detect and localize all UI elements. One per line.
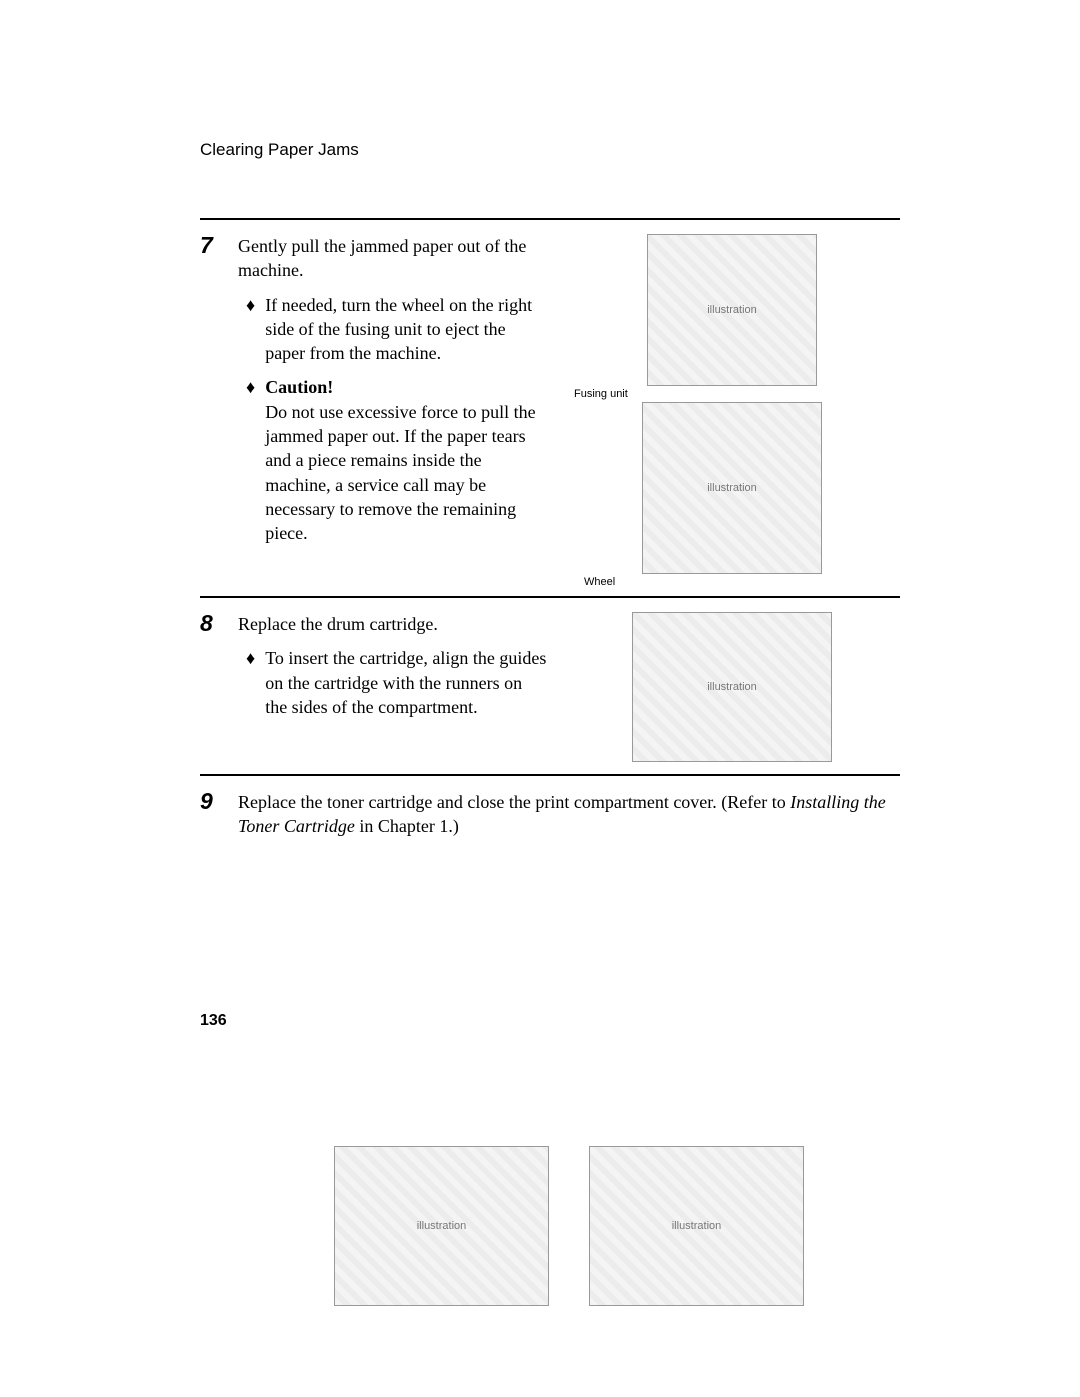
bullet-item: ♦ Caution! Do not use excessive force to… <box>238 375 548 545</box>
step-content: Replace the toner cartridge and close th… <box>238 790 900 1306</box>
step-illustrations: illustration <box>564 612 900 766</box>
step-intro: Replace the drum cartridge. <box>238 612 548 636</box>
caution-body: Do not use excessive force to pull the j… <box>265 402 535 543</box>
section-header: Clearing Paper Jams <box>200 140 900 160</box>
step-text: Replace the toner cartridge and close th… <box>238 790 900 1120</box>
step-7: 7 Gently pull the jammed paper out of th… <box>200 218 900 588</box>
bullet-icon: ♦ <box>246 375 255 545</box>
step-number: 9 <box>200 790 224 1306</box>
step-illustrations: illustration Fusing unit illustration Wh… <box>564 234 900 588</box>
step-intro: Gently pull the jammed paper out of the … <box>238 234 548 283</box>
bullet-icon: ♦ <box>246 293 255 366</box>
illustration-pull-paper: illustration <box>647 234 817 386</box>
step-illustrations-row: illustration illustration <box>238 1146 900 1306</box>
bullet-text: To insert the cartridge, align the guide… <box>265 646 548 719</box>
illustration-drum-cartridge: illustration <box>632 612 832 762</box>
step-number: 7 <box>200 234 224 588</box>
illustration-toner-insert: illustration <box>334 1146 549 1306</box>
step-number: 8 <box>200 612 224 766</box>
step-intro: Replace the toner cartridge and close th… <box>238 790 900 839</box>
caption-fusing-unit: Fusing unit <box>574 388 628 400</box>
step-content: Replace the drum cartridge. ♦ To insert … <box>238 612 900 766</box>
illustration-cover-close: illustration <box>589 1146 804 1306</box>
intro-part-a: Replace the toner cartridge and close th… <box>238 792 790 812</box>
intro-part-b: in Chapter 1.) <box>355 816 459 836</box>
bullet-text: Caution! Do not use excessive force to p… <box>265 375 548 545</box>
bullet-item: ♦ If needed, turn the wheel on the right… <box>238 293 548 366</box>
step-content: Gently pull the jammed paper out of the … <box>238 234 900 588</box>
illustration-wheel: illustration <box>642 402 822 574</box>
caption-wheel: Wheel <box>584 576 615 588</box>
step-8: 8 Replace the drum cartridge. ♦ To inser… <box>200 596 900 766</box>
bullet-icon: ♦ <box>246 646 255 719</box>
page-number: 136 <box>200 1012 227 1030</box>
bullet-item: ♦ To insert the cartridge, align the gui… <box>238 646 548 719</box>
bullet-text: If needed, turn the wheel on the right s… <box>265 293 548 366</box>
manual-page: Clearing Paper Jams 7 Gently pull the ja… <box>0 0 1080 1374</box>
caution-label: Caution! <box>265 377 333 397</box>
step-9: 9 Replace the toner cartridge and close … <box>200 774 900 1306</box>
step-text: Replace the drum cartridge. ♦ To insert … <box>238 612 548 766</box>
step-text: Gently pull the jammed paper out of the … <box>238 234 548 588</box>
